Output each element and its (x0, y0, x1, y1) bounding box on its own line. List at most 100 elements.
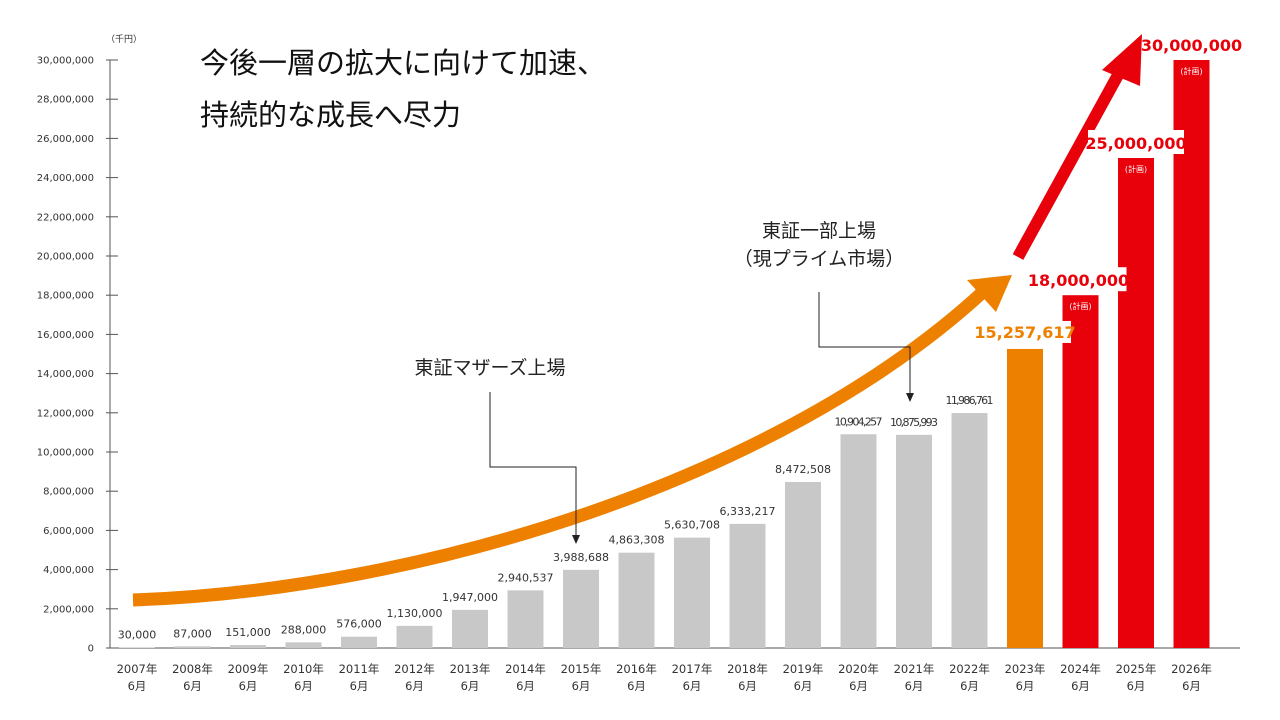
growth-curve-arrowhead (967, 275, 1012, 312)
value-label: 4,863,308 (609, 534, 665, 547)
bar (618, 552, 655, 648)
value-label: 6,333,217 (720, 505, 776, 518)
x-tick-label-year: 2014年 (505, 662, 546, 676)
growth-curve (132, 285, 990, 607)
x-tick-label-month: 6月 (294, 679, 313, 693)
value-label-bg (1146, 32, 1237, 56)
x-tick-label-month: 6月 (849, 679, 868, 693)
y-tick-label: 16,000,000 (37, 330, 94, 341)
value-label: 25,000,000 (1085, 134, 1186, 153)
x-tick-label-month: 6月 (572, 679, 591, 693)
value-label: 8,472,508 (775, 463, 831, 476)
x-tick-label-month: 6月 (1182, 679, 1201, 693)
value-label: 10,904,257 (835, 415, 883, 428)
plan-label: (計画) (1180, 66, 1202, 76)
y-tick-label: 20,000,000 (37, 252, 94, 263)
x-tick-label-year: 2013年 (450, 662, 491, 676)
plan-label: (計画) (1069, 301, 1091, 311)
y-tick-label: 12,000,000 (37, 408, 94, 419)
value-label: 87,000 (173, 627, 212, 640)
x-tick-label-year: 2009年 (228, 662, 269, 676)
x-tick-label-month: 6月 (405, 679, 424, 693)
x-tick-label-month: 6月 (960, 679, 979, 693)
x-tick-label-month: 6月 (350, 679, 369, 693)
x-tick-label-month: 6月 (461, 679, 480, 693)
x-tick-label-year: 2019年 (783, 662, 824, 676)
value-label: 288,000 (281, 623, 327, 636)
bar (452, 609, 488, 648)
x-tick-label-year: 2023年 (1005, 662, 1046, 676)
y-tick-label: 6,000,000 (43, 526, 94, 537)
value-label: 18,000,000 (1028, 271, 1129, 290)
bar (119, 647, 155, 648)
bar (563, 569, 599, 648)
x-tick-label-year: 2015年 (561, 662, 602, 676)
y-tick-label: 14,000,000 (37, 369, 94, 380)
x-tick-label-year: 2022年 (949, 662, 990, 676)
x-tick-label-month: 6月 (128, 679, 147, 693)
x-tick-label-year: 2020年 (838, 662, 879, 676)
first-section-listing-sublabel: （現プライム市場） (734, 248, 905, 270)
x-tick-label-year: 2012年 (394, 662, 435, 676)
x-tick-label-year: 2018年 (727, 662, 768, 676)
x-tick-label-year: 2010年 (283, 662, 324, 676)
plan-label: (計画) (1125, 164, 1147, 174)
bar (174, 646, 211, 648)
x-tick-label-month: 6月 (183, 679, 202, 693)
value-label: 30,000,000 (1141, 36, 1242, 55)
x-tick-label-month: 6月 (1071, 679, 1090, 693)
bar (1173, 60, 1210, 648)
y-tick-label: 2,000,000 (43, 604, 94, 615)
value-labels: 30,000 87,000 151,000 288,000 576,000 1,130,0… (118, 32, 1242, 641)
bar (1007, 348, 1043, 648)
x-tick-label-month: 6月 (239, 679, 258, 693)
bar (341, 636, 377, 648)
value-label: 11,986,761 (946, 394, 994, 407)
first-section-listing-pointer (906, 393, 914, 402)
growth-arrows (132, 34, 1142, 607)
bar (285, 642, 322, 648)
mothers-listing-pointer (572, 535, 580, 544)
bar (896, 434, 932, 648)
bar (729, 523, 766, 648)
x-tick-label-month: 6月 (905, 679, 924, 693)
x-tick-label-month: 6月 (1016, 679, 1035, 693)
bar (674, 537, 710, 648)
bar (396, 625, 433, 648)
bar (507, 590, 544, 648)
bar (840, 434, 877, 648)
value-label: 576,000 (336, 618, 382, 631)
x-tick-label-year: 2008年 (172, 662, 213, 676)
y-tick-label: 0 (88, 644, 94, 655)
bar (785, 481, 821, 648)
x-tick-label-year: 2007年 (117, 662, 158, 676)
value-label: 151,000 (225, 626, 271, 639)
value-label: 2,940,537 (498, 571, 554, 584)
bar (1062, 295, 1099, 648)
x-tick-label-year: 2017年 (672, 662, 713, 676)
value-label: 15,257,617 (974, 323, 1075, 342)
bar (230, 645, 266, 648)
headline-line-1: 今後一層の拡大に向けて加速、 (200, 46, 607, 80)
x-tick-label-year: 2025年 (1116, 662, 1157, 676)
y-tick-label: 28,000,000 (37, 95, 94, 106)
y-tick-label: 30,000,000 (37, 56, 94, 67)
headline-line-2: 持続的な成長へ尽力 (200, 98, 462, 132)
x-tick-label-year: 2011年 (339, 662, 380, 676)
x-tick-label-month: 6月 (738, 679, 757, 693)
x-tick-label-month: 6月 (794, 679, 813, 693)
first-section-listing-label: 東証一部上場 (762, 220, 876, 242)
x-tick-label-month: 6月 (683, 679, 702, 693)
value-label: 1,947,000 (442, 591, 498, 604)
y-tick-label: 8,000,000 (43, 487, 94, 498)
value-label: 1,130,000 (387, 607, 443, 620)
value-label: 5,630,708 (664, 519, 720, 532)
plan-arrow-shaft (1012, 72, 1124, 260)
x-tick-label-month: 6月 (1127, 679, 1146, 693)
y-tick-label: 10,000,000 (37, 448, 94, 459)
y-tick-label: 18,000,000 (37, 291, 94, 302)
value-label-bg (1088, 130, 1184, 154)
x-tick-label-year: 2026年 (1171, 662, 1212, 676)
y-tick-label: 22,000,000 (37, 212, 94, 223)
